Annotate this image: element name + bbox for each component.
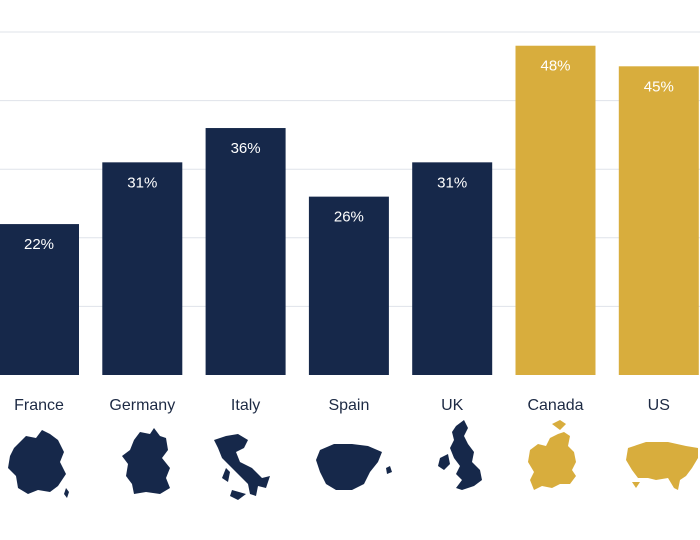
us-map-icon	[626, 442, 698, 490]
country-icons	[8, 420, 698, 500]
category-label-uk: UK	[441, 397, 464, 414]
value-label-france: 22%	[24, 236, 54, 253]
bar-uk	[412, 162, 493, 375]
value-label-us: 45%	[644, 78, 674, 95]
france-map-icon	[8, 430, 69, 498]
value-label-italy: 36%	[231, 140, 261, 157]
uk-map-icon	[438, 420, 482, 490]
bar-germany	[102, 162, 183, 375]
category-label-canada: Canada	[527, 397, 583, 414]
value-label-germany: 31%	[127, 174, 157, 191]
bar-us	[618, 66, 699, 376]
category-label-italy: Italy	[231, 397, 260, 414]
germany-map-icon	[122, 428, 170, 494]
value-labels: 22% 31% 36% 26% 31% 48% 45%	[24, 58, 674, 253]
value-label-canada: 48%	[540, 58, 570, 75]
value-label-uk: 31%	[437, 174, 467, 191]
category-label-us: US	[648, 397, 670, 414]
bars	[0, 45, 699, 376]
italy-map-icon	[214, 434, 270, 500]
category-label-france: France	[14, 397, 64, 414]
canada-map-icon	[528, 420, 576, 490]
bar-italy	[205, 128, 286, 375]
bar-canada	[515, 45, 596, 375]
category-label-germany: Germany	[109, 397, 175, 414]
spain-map-icon	[316, 444, 392, 490]
category-labels: France Germany Italy Spain UK Canada US	[14, 397, 670, 414]
bar-spain	[308, 196, 389, 375]
value-label-spain: 26%	[334, 209, 364, 226]
category-label-spain: Spain	[328, 397, 369, 414]
bar-france	[0, 224, 79, 375]
